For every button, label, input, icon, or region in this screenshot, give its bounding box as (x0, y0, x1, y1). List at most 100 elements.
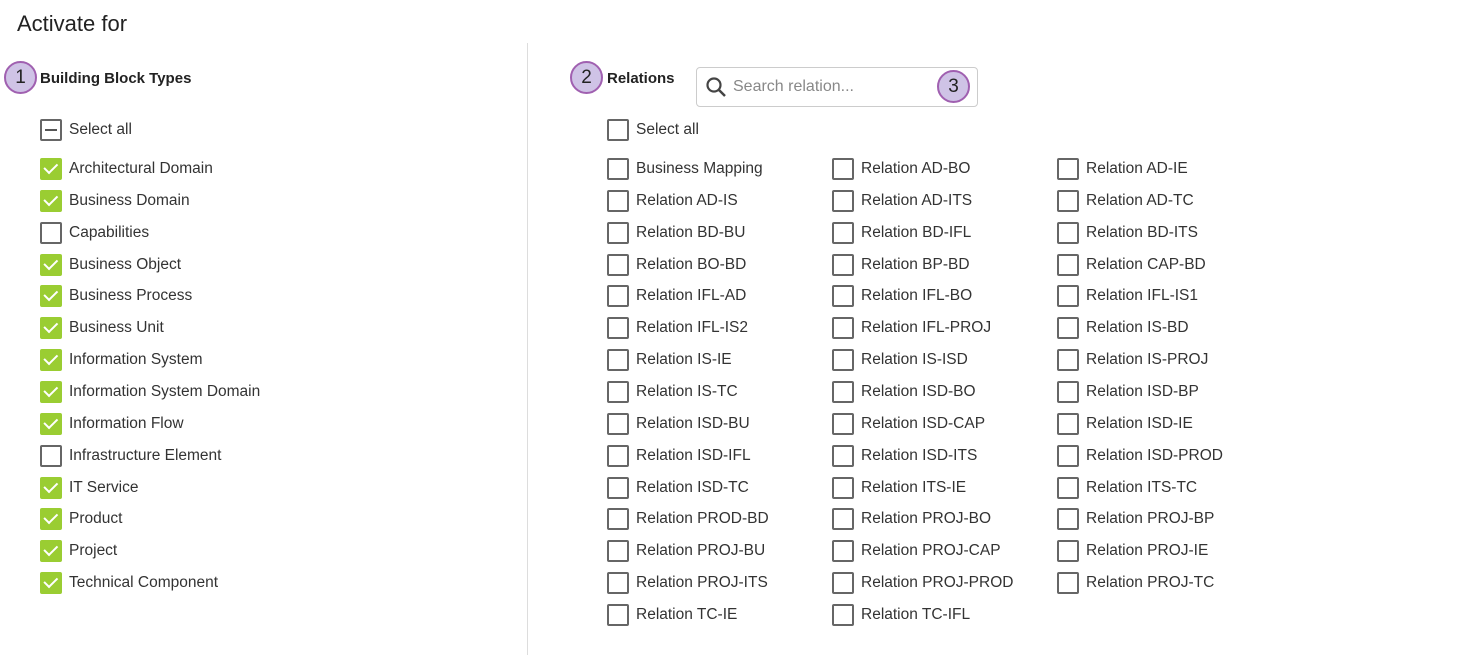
relation-checkbox-item[interactable]: Relation AD-ITS (832, 189, 972, 213)
checkbox-icon (832, 189, 854, 212)
checkbox-icon (1057, 508, 1079, 531)
relation-checkbox-item[interactable]: Relation AD-IS (607, 189, 738, 213)
item-label: Relation TC-IFL (861, 605, 971, 623)
bbt-checkbox-item[interactable]: Information System (40, 348, 203, 372)
checkbox-checked-icon (40, 158, 62, 180)
item-label: Relation IS-IE (636, 351, 732, 369)
relation-checkbox-item[interactable]: Relation BO-BD (607, 253, 746, 277)
checkbox-icon (1057, 158, 1079, 180)
item-label: Relation ITS-TC (1086, 478, 1198, 496)
relation-checkbox-item[interactable]: Relation BD-BU (607, 221, 745, 245)
bbt-checkbox-item[interactable]: Business Object (40, 253, 181, 277)
search-relation-field[interactable]: 3 (696, 67, 978, 107)
checkbox-icon (832, 349, 854, 372)
relation-checkbox-item[interactable]: Relation TC-IE (607, 603, 737, 627)
relation-checkbox-item[interactable]: Business Mapping (607, 157, 763, 181)
divider (527, 43, 528, 655)
relation-checkbox-item[interactable]: Relation IFL-AD (607, 284, 746, 308)
checkbox-icon (832, 603, 854, 626)
item-label: Relation PROD-BD (636, 510, 769, 528)
relation-checkbox-item[interactable]: Relation ISD-PROD (1057, 444, 1223, 468)
item-label: Business Unit (69, 319, 164, 337)
relation-checkbox-item[interactable]: Relation TC-IFL (832, 603, 970, 627)
relation-checkbox-item[interactable]: Relation IS-IE (607, 348, 732, 372)
relation-checkbox-item[interactable]: Relation IFL-IS1 (1057, 284, 1198, 308)
relation-checkbox-item[interactable]: Relation PROJ-IE (1057, 539, 1208, 563)
bbt-checkbox-item[interactable]: Product (40, 507, 122, 531)
item-label: Relation ISD-IFL (636, 446, 751, 464)
select-all-label: Select all (636, 121, 699, 138)
relation-checkbox-item[interactable]: Relation ISD-BO (832, 380, 976, 404)
item-label: Business Object (69, 255, 181, 273)
relation-checkbox-item[interactable]: Relation ISD-CAP (832, 412, 985, 436)
relation-checkbox-item[interactable]: Relation ISD-IFL (607, 444, 751, 468)
checkbox-icon (1057, 380, 1079, 403)
relation-checkbox-item[interactable]: Relation ITS-TC (1057, 476, 1197, 500)
relation-checkbox-item[interactable]: Relation PROJ-ITS (607, 571, 768, 595)
relation-checkbox-item[interactable]: Relation ITS-IE (832, 476, 966, 500)
checkbox-checked-icon (40, 540, 62, 563)
relations-select-all-checkbox[interactable]: Select all (607, 118, 699, 142)
checkbox-checked-icon (40, 253, 62, 276)
relation-checkbox-item[interactable]: Relation PROD-BD (607, 507, 769, 531)
relation-checkbox-item[interactable]: Relation PROJ-CAP (832, 539, 1001, 563)
relation-checkbox-item[interactable]: Relation CAP-BD (1057, 253, 1206, 277)
relation-checkbox-item[interactable]: Relation BD-ITS (1057, 221, 1198, 245)
relation-checkbox-item[interactable]: Relation IS-PROJ (1057, 348, 1208, 372)
item-label: IT Service (69, 478, 139, 496)
search-relation-input[interactable] (733, 78, 933, 96)
checkbox-checked-icon (40, 285, 62, 308)
checkbox-icon (832, 253, 854, 276)
bbt-checkbox-item[interactable]: IT Service (40, 476, 139, 500)
checkbox-icon (607, 572, 629, 595)
relation-checkbox-item[interactable]: Relation IFL-PROJ (832, 316, 991, 340)
bbt-checkbox-item[interactable]: Business Domain (40, 189, 190, 213)
item-label: Relation ISD-BP (1086, 382, 1199, 400)
relation-checkbox-item[interactable]: Relation ISD-TC (607, 476, 749, 500)
item-label: Information Flow (69, 414, 184, 432)
relation-checkbox-item[interactable]: Relation AD-IE (1057, 157, 1188, 181)
checkbox-icon (832, 412, 854, 435)
relation-checkbox-item[interactable]: Relation IS-BD (1057, 316, 1189, 340)
item-label: Relation AD-IS (636, 191, 738, 209)
relation-checkbox-item[interactable]: Relation ISD-IE (1057, 412, 1193, 436)
bbt-checkbox-item[interactable]: Business Unit (40, 316, 164, 340)
bbt-checkbox-item[interactable]: Information System Domain (40, 380, 260, 404)
item-label: Information System (69, 351, 203, 369)
item-label: Relation PROJ-CAP (861, 542, 1001, 560)
relation-checkbox-item[interactable]: Relation PROJ-BP (1057, 507, 1214, 531)
relation-checkbox-item[interactable]: Relation ISD-BU (607, 412, 750, 436)
bbt-checkbox-item[interactable]: Information Flow (40, 412, 184, 436)
relation-checkbox-item[interactable]: Relation BD-IFL (832, 221, 971, 245)
checkbox-checked-icon (40, 412, 62, 435)
item-label: Relation IFL-IS2 (636, 319, 748, 337)
relation-checkbox-item[interactable]: Relation PROJ-BO (832, 507, 991, 531)
checkbox-icon (607, 158, 629, 180)
checkbox-icon (1057, 476, 1079, 499)
step-badge-1: 1 (4, 61, 37, 94)
bbt-select-all-checkbox[interactable]: Select all (40, 118, 132, 142)
bbt-checkbox-item[interactable]: Project (40, 539, 117, 563)
relation-checkbox-item[interactable]: Relation IS-ISD (832, 348, 968, 372)
relation-checkbox-item[interactable]: Relation PROJ-TC (1057, 571, 1214, 595)
relation-checkbox-item[interactable]: Relation BP-BD (832, 253, 970, 277)
relation-checkbox-item[interactable]: Relation PROJ-BU (607, 539, 765, 563)
bbt-checkbox-item[interactable]: Business Process (40, 284, 192, 308)
bbt-checkbox-item[interactable]: Infrastructure Element (40, 444, 221, 468)
checkbox-icon (1057, 540, 1079, 563)
relation-checkbox-item[interactable]: Relation ISD-ITS (832, 444, 977, 468)
relation-checkbox-item[interactable]: Relation IS-TC (607, 380, 738, 404)
bbt-checkbox-item[interactable]: Architectural Domain (40, 157, 213, 181)
relation-checkbox-item[interactable]: Relation AD-BO (832, 157, 970, 181)
checkbox-icon (607, 603, 629, 626)
checkbox-checked-icon (40, 476, 62, 499)
bbt-checkbox-item[interactable]: Capabilities (40, 221, 149, 245)
relation-checkbox-item[interactable]: Relation AD-TC (1057, 189, 1194, 213)
checkbox-icon (1057, 317, 1079, 340)
relation-checkbox-item[interactable]: Relation PROJ-PROD (832, 571, 1013, 595)
bbt-checkbox-item[interactable]: Technical Component (40, 571, 218, 595)
relation-checkbox-item[interactable]: Relation IFL-IS2 (607, 316, 748, 340)
relation-checkbox-item[interactable]: Relation ISD-BP (1057, 380, 1199, 404)
relation-checkbox-item[interactable]: Relation IFL-BO (832, 284, 972, 308)
checkbox-icon (607, 285, 629, 308)
